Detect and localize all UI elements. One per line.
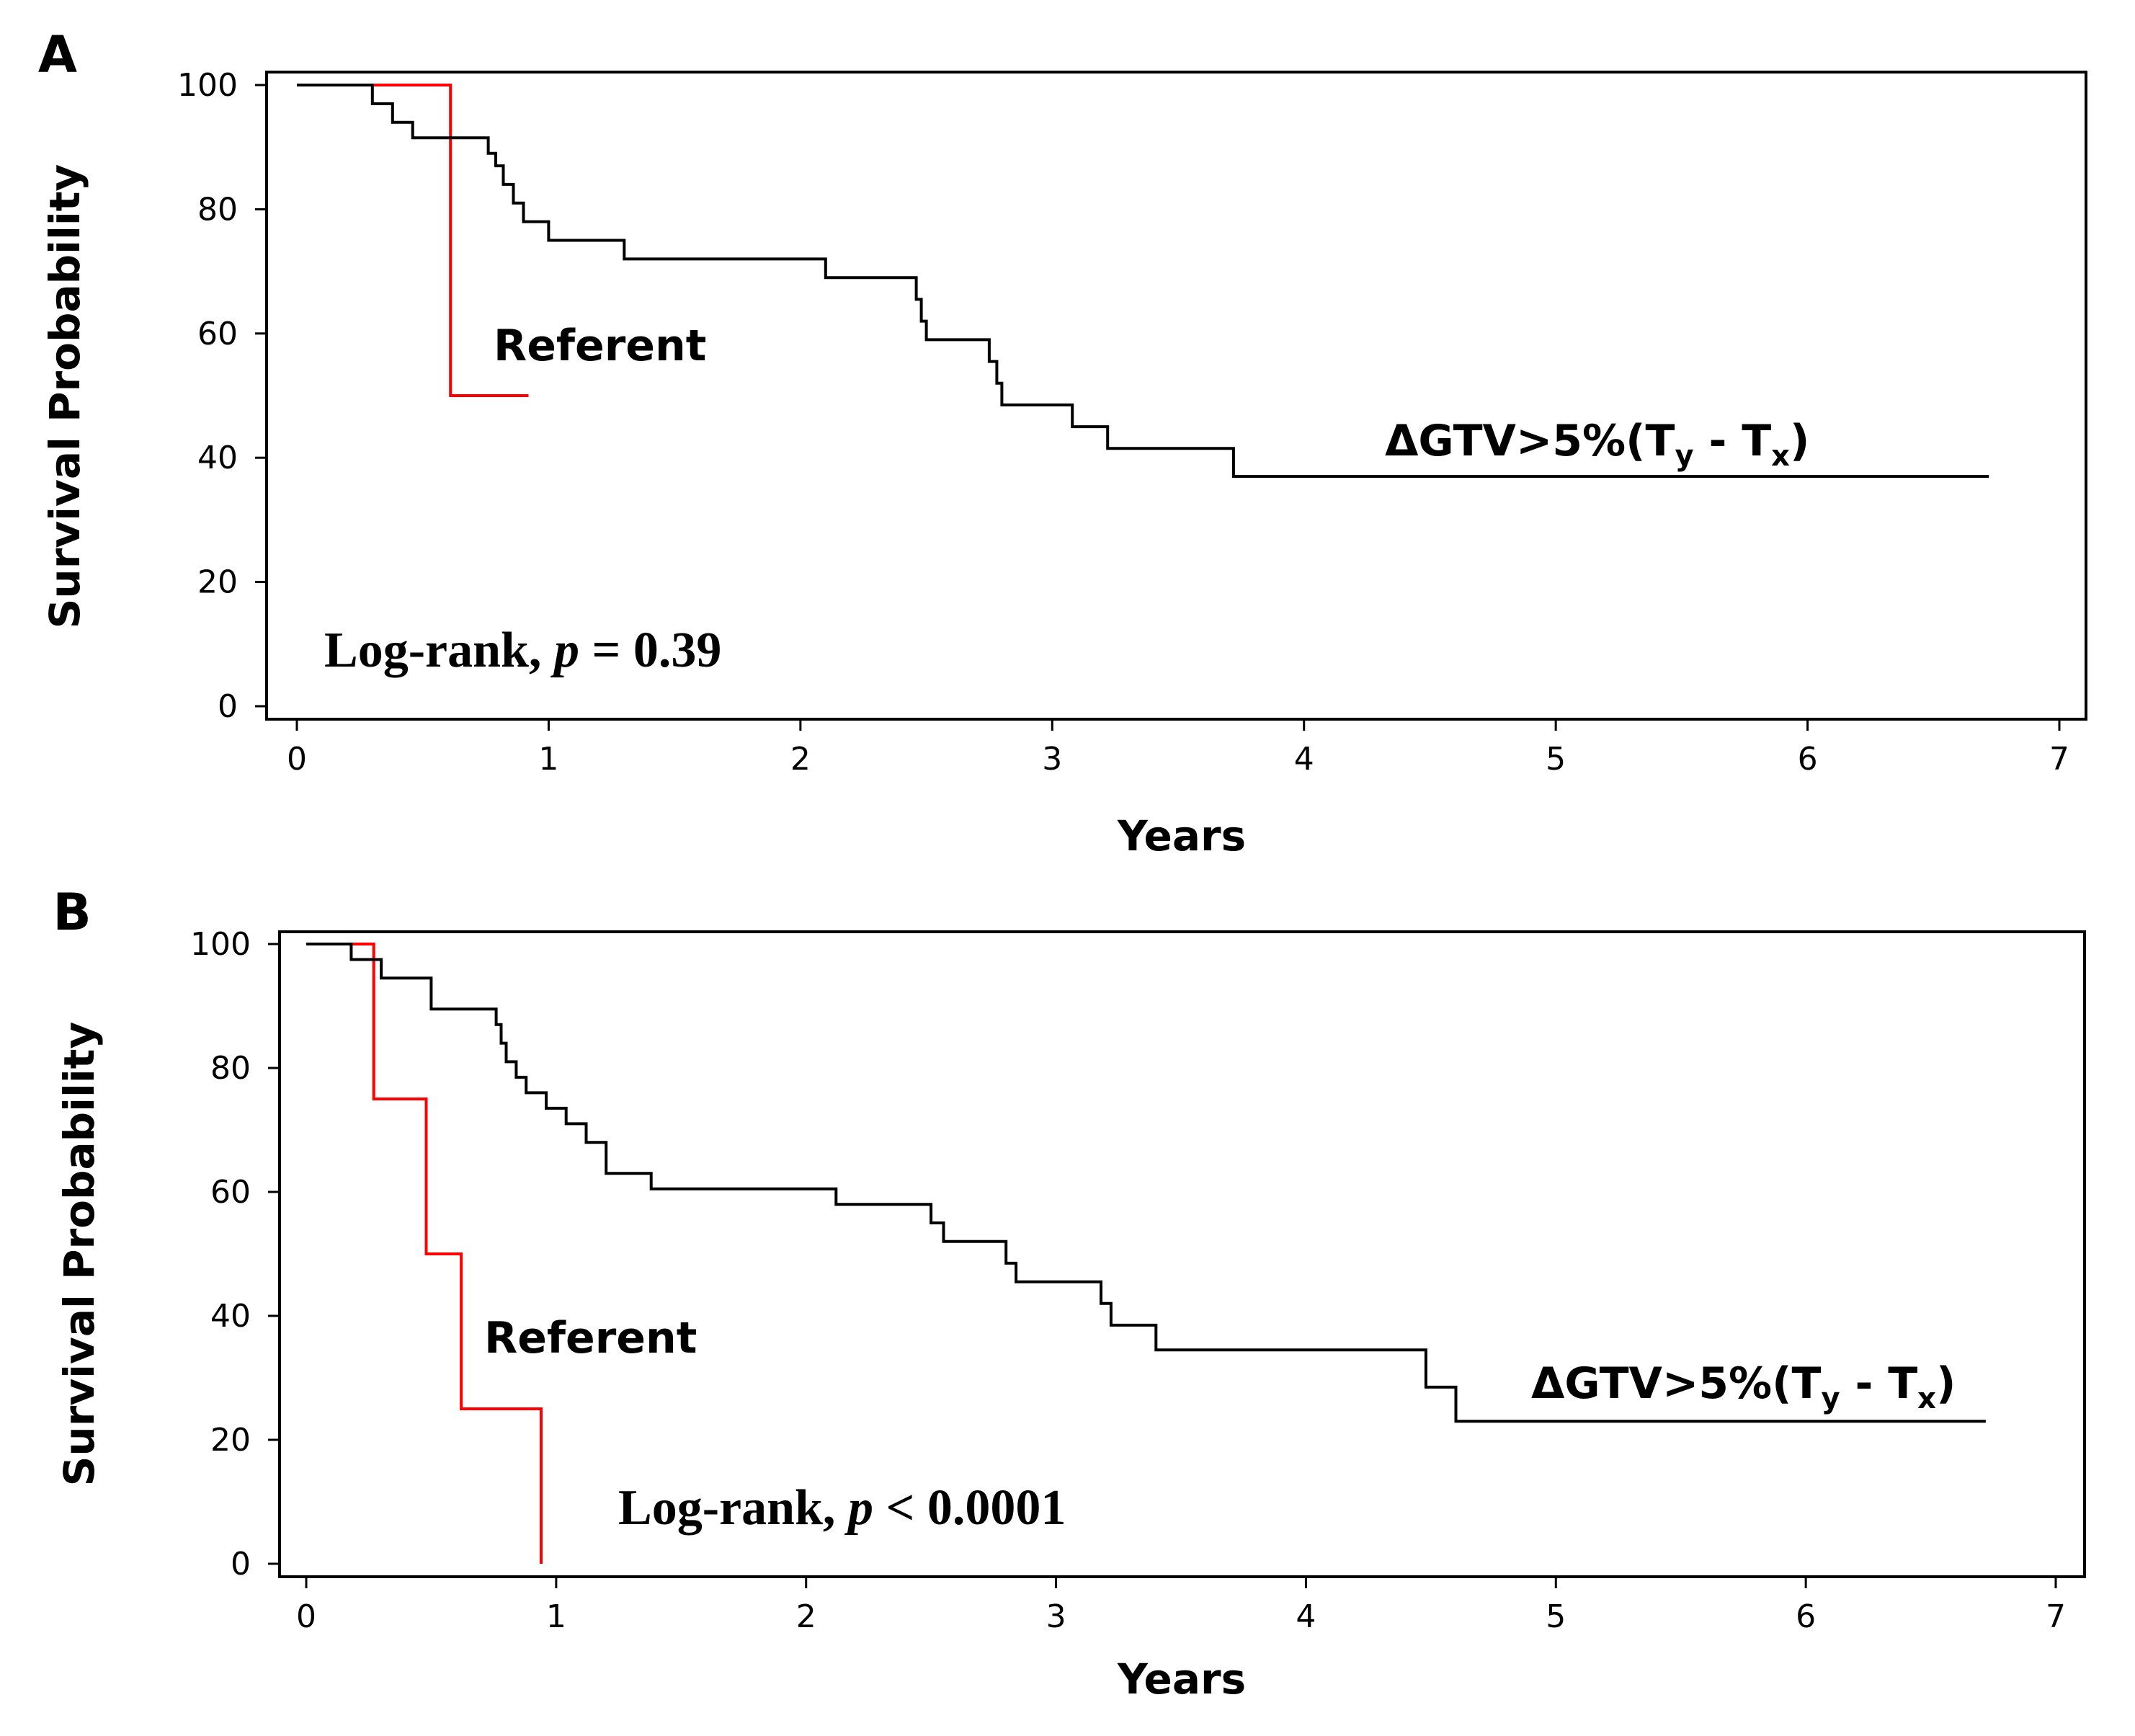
panel-a-y-tick-label: 20 — [197, 564, 238, 601]
panel-b-y-tick-label: 40 — [210, 1298, 251, 1335]
panel-a-x-tick-label: 4 — [1294, 741, 1314, 778]
panel-b-x-tick-label: 4 — [1296, 1598, 1316, 1635]
panel-a-dgtv-label: ΔGTV>5%(Ty​ - Tx​) — [1385, 416, 1809, 473]
panel-a-x-tick-label: 1 — [538, 741, 558, 778]
panel-a-x-tick-label: 7 — [2049, 741, 2069, 778]
panel-a-dgtv-curve — [297, 84, 1989, 478]
panel-b-x-tick-label: 6 — [1796, 1598, 1816, 1635]
panel-b-dgtv-label: ΔGTV>5%(Ty​ - Tx​) — [1531, 1358, 1956, 1415]
panel-a-x-tick-label: 0 — [287, 741, 307, 778]
panel-a-x-tick-label: 5 — [1546, 741, 1566, 778]
panel-a-logrank-annotation: Log-rank, p = 0.39 — [324, 623, 721, 678]
panel-b-x-tick-label: 1 — [546, 1598, 566, 1635]
panel-b-logrank-annotation: Log-rank, p < 0.0001 — [618, 1480, 1066, 1536]
panel-b-dgtv-curve — [306, 943, 1986, 1423]
panel-b-y-tick-label: 0 — [231, 1546, 251, 1583]
panel-a-y-tick-label: 0 — [218, 688, 238, 725]
panel-b-y-tick-label: 60 — [210, 1174, 251, 1211]
panel-a-y-axis-title: Survival Probability — [40, 164, 89, 629]
panel-a-x-tick-label: 2 — [790, 741, 811, 778]
panel-b-letter: B — [53, 883, 91, 942]
panel-a-letter: A — [38, 25, 77, 84]
panel-a-plot-frame — [265, 71, 2087, 721]
panel-b-y-tick-label: 100 — [190, 926, 251, 963]
panel-a-referent-label: Referent — [494, 321, 706, 371]
panel-b-x-tick-label: 0 — [296, 1598, 316, 1635]
panel-b-x-tick-label: 5 — [1546, 1598, 1566, 1635]
panel-a: A 0 20 40 60 80 100 0 1 2 3 4 5 6 7 Years Survival Proba… — [38, 25, 2087, 860]
panel-b-referent-curve — [351, 943, 543, 1564]
panel-b-y-axis-title: Survival Probability — [55, 1022, 104, 1487]
panel-b: B 0 20 40 60 80 100 0 1 2 3 4 5 6 7 Years Survival Proba… — [53, 883, 2086, 1704]
panel-b-x-tick-label: 2 — [796, 1598, 816, 1635]
panel-a-y-tick-label: 60 — [197, 316, 238, 352]
panel-a-y-tick-label: 40 — [197, 440, 238, 476]
panel-b-x-tick-label: 3 — [1046, 1598, 1066, 1635]
panel-b-x-tick-label: 7 — [2046, 1598, 2066, 1635]
panel-b-referent-label: Referent — [484, 1313, 697, 1363]
panel-a-x-tick-label: 3 — [1042, 741, 1062, 778]
panel-a-x-axis-title: Years — [1117, 811, 1246, 860]
panel-a-y-tick-label: 100 — [177, 67, 238, 104]
panel-b-x-axis-title: Years — [1117, 1655, 1246, 1704]
panel-b-y-tick-label: 80 — [210, 1050, 251, 1087]
panel-b-y-tick-label: 20 — [210, 1422, 251, 1459]
panel-b-plot-frame — [278, 930, 2086, 1578]
panel-a-referent-curve — [372, 84, 529, 397]
panel-a-y-tick-label: 80 — [197, 191, 238, 228]
panel-a-x-tick-label: 6 — [1798, 741, 1818, 778]
